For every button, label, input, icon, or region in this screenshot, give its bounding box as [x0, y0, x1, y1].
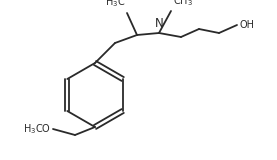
Text: H$_3$CO: H$_3$CO: [23, 122, 51, 136]
Text: N: N: [155, 17, 163, 30]
Text: OH: OH: [239, 20, 254, 30]
Text: CH$_3$: CH$_3$: [173, 0, 193, 8]
Text: H$_3$C: H$_3$C: [105, 0, 125, 9]
